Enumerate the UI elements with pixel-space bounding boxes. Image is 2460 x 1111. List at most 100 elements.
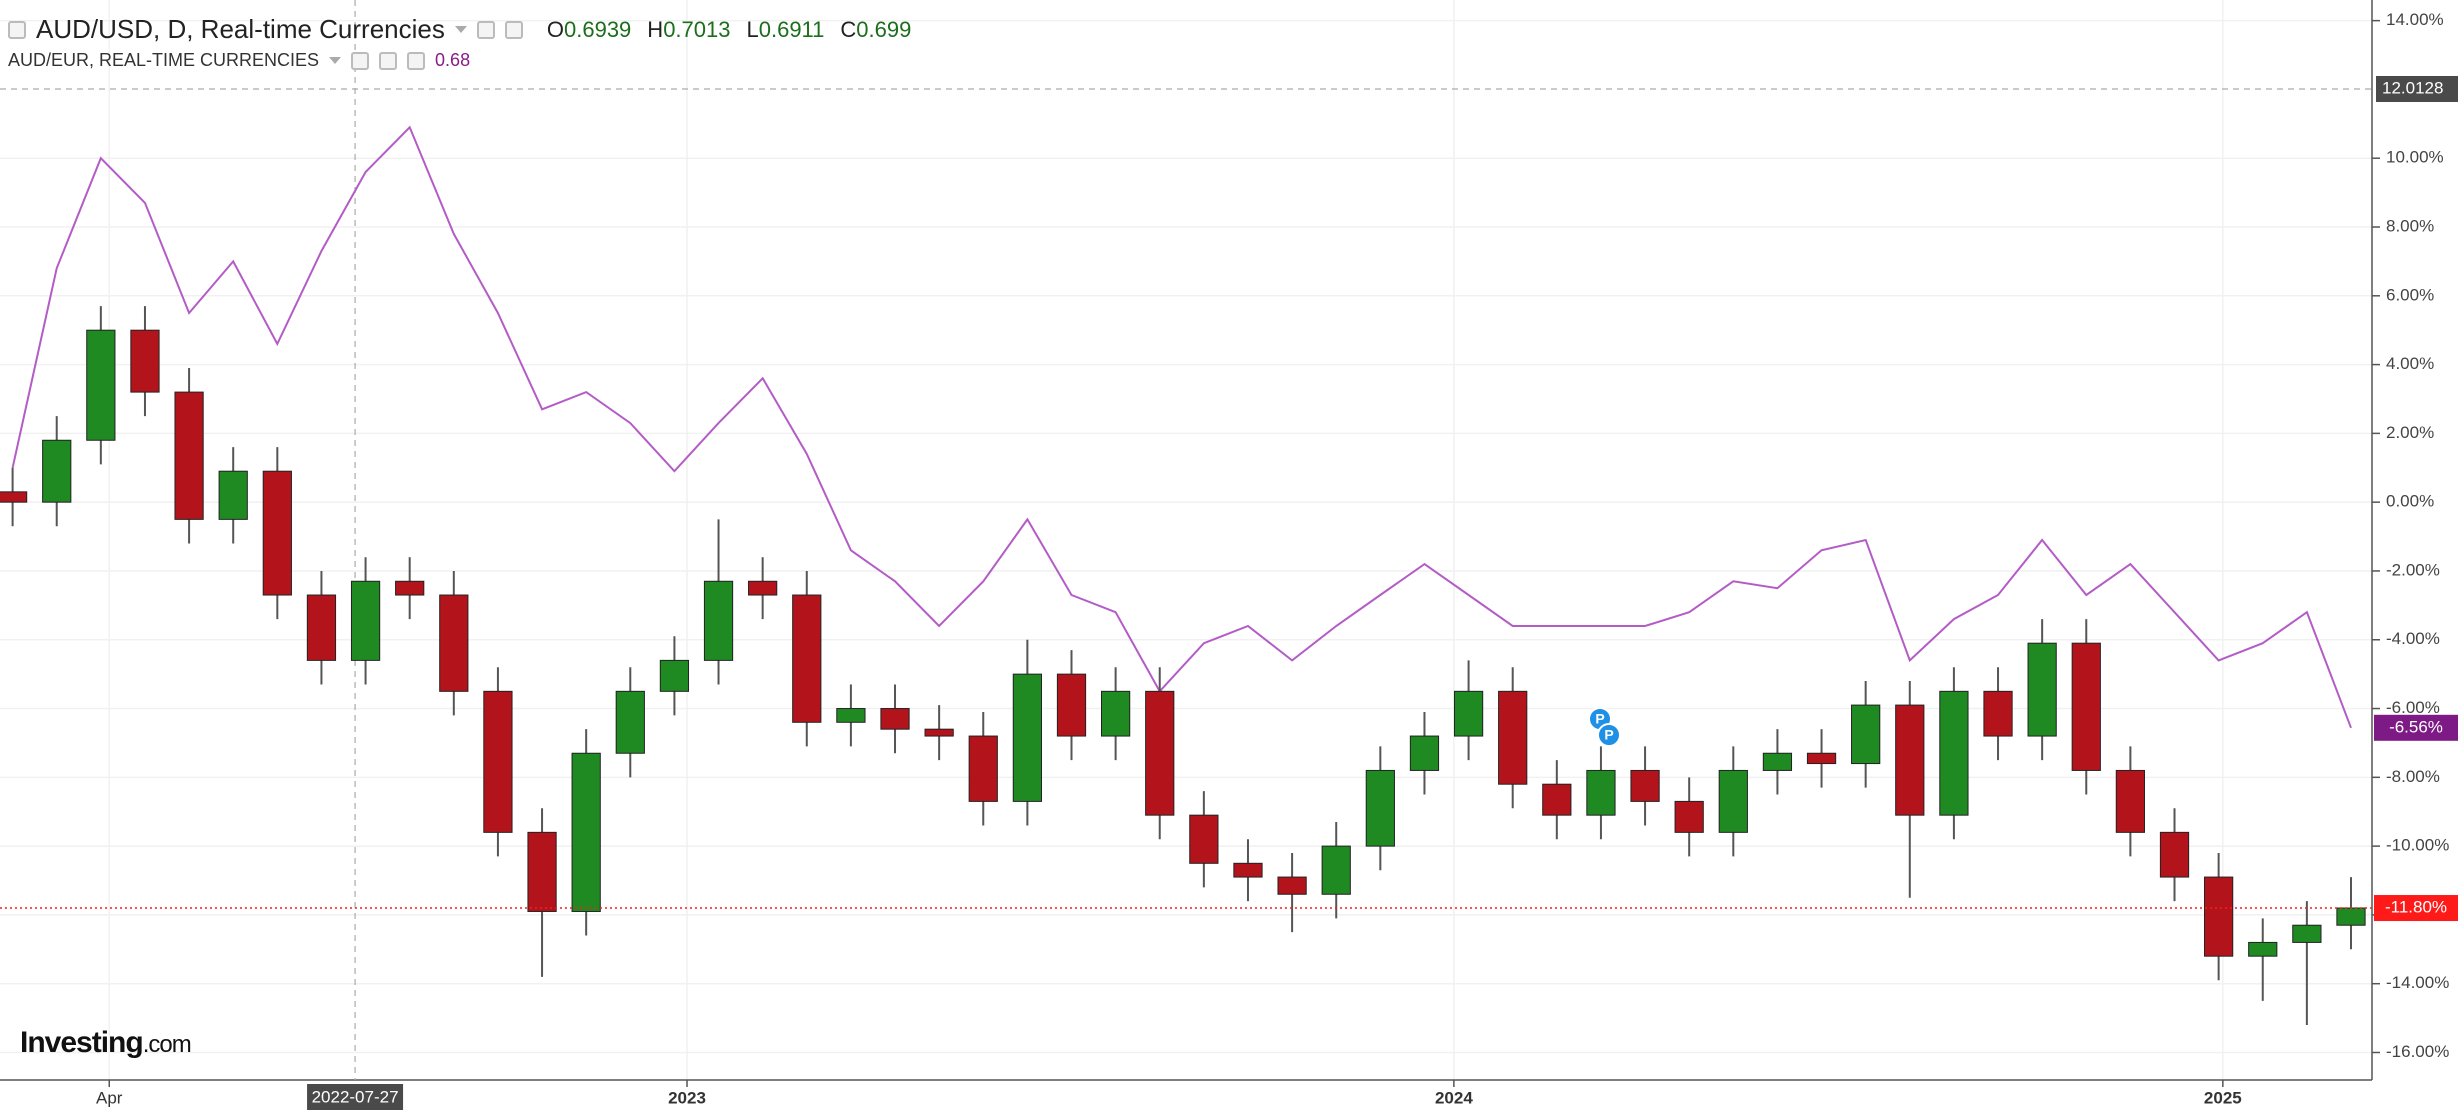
ohlc-item: L0.6911 [746, 17, 824, 43]
y-tick-label: -2.00% [2386, 560, 2440, 579]
ohlc-label: L [746, 16, 759, 42]
candle-body [1806, 752, 1837, 765]
ohlc-value: 0.699 [856, 16, 912, 42]
candle-body [615, 690, 645, 754]
candle-body [2336, 907, 2366, 926]
x-tick-label: 2023 [668, 1088, 706, 1107]
x-tick-label: Apr [96, 1088, 123, 1107]
y-tick-label: 0.00% [2386, 492, 2434, 511]
compare-refresh[interactable] [379, 51, 398, 70]
compare-remove[interactable] [407, 51, 426, 70]
refresh-button[interactable] [504, 20, 523, 39]
crosshair-x-label: 2022-07-27 [312, 1087, 399, 1106]
candle-body [1100, 690, 1131, 737]
compare-name: AUD/EUR, REAL-TIME CURRENCIES [8, 50, 320, 70]
symbol-menu[interactable] [454, 26, 467, 33]
y-tick-label: -4.00% [2386, 629, 2440, 648]
candle-body [659, 659, 690, 692]
candle-body [1233, 862, 1263, 878]
event-marker [1597, 723, 1621, 747]
compare-price: 0.68 [435, 50, 471, 70]
candle-body [2115, 769, 2146, 833]
candle-body [86, 329, 116, 441]
candle-body [748, 580, 778, 596]
candle-body [792, 594, 822, 723]
candle-body [2204, 876, 2234, 957]
candle-body [1895, 704, 1925, 816]
ohlc-values: O0.6939 H0.7013 L0.6911 C0.699 [547, 17, 925, 43]
candle-body [42, 439, 72, 503]
candle-body [2248, 941, 2278, 957]
ohlc-value: 0.6911 [758, 16, 825, 42]
last-value-label: -6.56% [2389, 717, 2443, 736]
compare-menu[interactable] [329, 57, 342, 64]
ohlc-item: C0.699 [840, 17, 911, 43]
candle-body [395, 580, 425, 596]
candle-body [1056, 673, 1087, 737]
y-tick-label: 6.00% [2386, 285, 2434, 304]
crosshair-y-box [2376, 75, 2458, 102]
event-marker-label: P [1595, 711, 1604, 727]
candle-body [527, 831, 557, 912]
ohlc-item: H0.7013 [647, 17, 730, 43]
candle-body [218, 470, 248, 520]
candle-body [2292, 924, 2322, 943]
last-price-box [2374, 895, 2458, 922]
x-tick-label: 2024 [1435, 1088, 1473, 1107]
ohlc-label: O [546, 16, 564, 42]
candle-body [2159, 831, 2190, 878]
candle-body [1145, 690, 1175, 816]
ohlc-value: 0.7013 [663, 16, 731, 42]
candle-body [2071, 642, 2101, 771]
compare-settings[interactable] [351, 51, 370, 70]
ohlc-value: 0.6939 [564, 16, 632, 42]
candle-body [880, 708, 910, 730]
y-tick-label: 10.00% [2386, 148, 2444, 167]
candle-body [571, 752, 601, 912]
symbol-name: AUD/USD, D, Real-time Currencies [36, 14, 445, 44]
candle-body [1851, 704, 1881, 765]
collapse-button[interactable] [8, 20, 26, 39]
candle-body [439, 594, 469, 692]
candle-body [1939, 690, 1969, 816]
settings-button[interactable] [476, 20, 495, 39]
crosshair-y-label: 12.0128 [2382, 78, 2443, 97]
y-tick-label: -10.00% [2386, 836, 2449, 855]
crosshair-x-box [307, 1084, 404, 1110]
candle-body [1718, 769, 1748, 833]
candle-body [1189, 814, 1219, 864]
y-tick-label: 14.00% [2386, 10, 2444, 29]
candle-body [703, 580, 734, 661]
candle-body [262, 470, 292, 596]
candle-body [924, 728, 954, 737]
candle-body [1586, 769, 1616, 816]
event-marker-label: P [1604, 727, 1613, 743]
compare-legend: AUD/EUR, REAL-TIME CURRENCIES 0.68 [8, 50, 470, 71]
y-tick-label: -14.00% [2386, 973, 2449, 992]
candle-body [1983, 690, 2013, 737]
watermark: Investing.com [20, 1026, 192, 1060]
compare-line [11, 125, 2352, 729]
candle-body [1409, 735, 1440, 771]
candle-body [836, 708, 866, 723]
last-value-box [2374, 714, 2458, 741]
ohlc-label: C [840, 16, 857, 42]
y-tick-label: 2.00% [2386, 423, 2434, 442]
candle-body [0, 491, 28, 503]
candle-body [968, 735, 998, 802]
candle-body [1762, 752, 1793, 771]
candle-body [1012, 673, 1042, 802]
watermark-brand: Investing [20, 1026, 144, 1059]
candle-body [1674, 800, 1704, 833]
candle-body [1498, 690, 1528, 785]
candle-body [1321, 845, 1351, 895]
candle-body [174, 391, 204, 520]
candle-body [130, 329, 160, 393]
y-tick-label: -16.00% [2386, 1042, 2449, 1061]
candle-body [306, 594, 337, 661]
ohlc-label: H [647, 16, 664, 42]
candle-body [1630, 769, 1660, 802]
candle-body [1453, 690, 1484, 737]
candle-body [1542, 783, 1572, 816]
